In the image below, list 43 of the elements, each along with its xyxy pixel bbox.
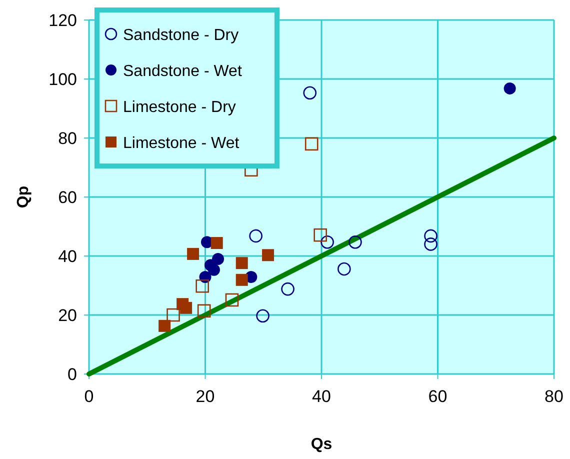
point — [304, 137, 318, 151]
point — [303, 86, 317, 100]
point — [210, 237, 223, 250]
legend-label: Limestone - Wet — [123, 135, 240, 152]
point — [504, 82, 516, 94]
point — [208, 264, 220, 276]
point — [262, 249, 274, 262]
y-tick-label: 120 — [48, 11, 77, 30]
x-tick-label: 80 — [544, 387, 564, 406]
legend-label: Sandstone - Wet — [123, 63, 242, 80]
point — [187, 248, 200, 260]
y-tick-label: 100 — [48, 70, 77, 89]
x-tick-label: 40 — [312, 387, 331, 406]
point — [256, 309, 270, 323]
point — [338, 262, 351, 276]
x-tick-label: 60 — [428, 387, 448, 406]
y-tick-label: 0 — [68, 365, 77, 384]
y-tick-label: 20 — [58, 306, 77, 325]
point — [180, 302, 192, 314]
point — [225, 293, 239, 307]
x-tick-label: 0 — [84, 387, 94, 406]
point — [197, 304, 211, 318]
point — [281, 282, 294, 296]
x-tick-label: 20 — [196, 387, 215, 406]
point — [166, 308, 180, 322]
point — [196, 279, 209, 293]
y-tick-label: 80 — [58, 129, 77, 148]
point — [348, 235, 362, 249]
point — [424, 238, 438, 251]
legend-label: Sandstone - Dry — [123, 27, 239, 44]
point — [320, 235, 334, 249]
point — [249, 229, 262, 243]
legend-label: Limestone - Dry — [123, 99, 236, 116]
point — [158, 320, 171, 332]
x-axis-title: Qs — [310, 436, 332, 453]
point — [212, 252, 224, 265]
point — [424, 229, 438, 243]
y-tick-label: 40 — [58, 247, 77, 266]
point — [314, 228, 327, 242]
point — [236, 274, 248, 286]
point — [236, 257, 248, 270]
y-axis-title: Qp — [15, 186, 32, 208]
y-tick-label: 60 — [58, 188, 77, 207]
